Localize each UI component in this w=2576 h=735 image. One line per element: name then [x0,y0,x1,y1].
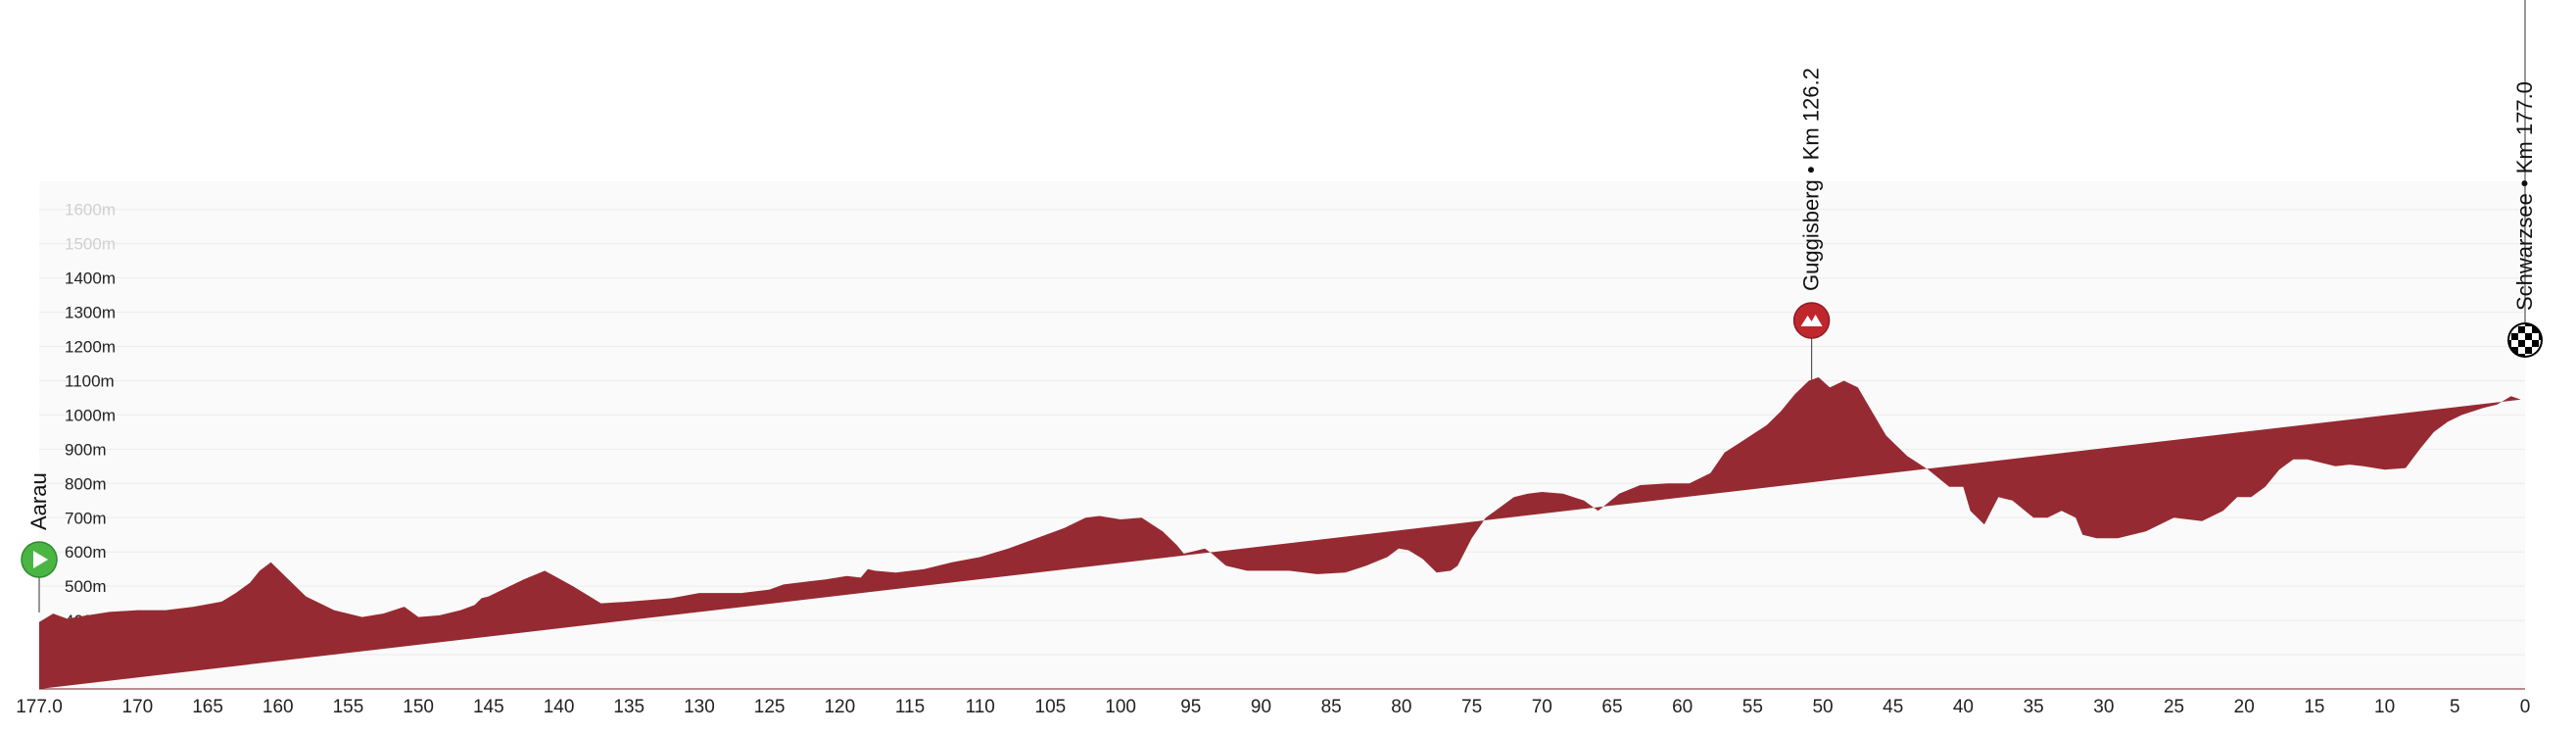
x-tick-label: 80 [1391,697,1411,717]
elevation-area [39,377,2521,689]
x-tick-label: 120 [824,697,855,717]
play-triangle [33,551,48,568]
checker-square [2518,324,2525,326]
x-tick-label: 0 [2520,697,2531,717]
x-tick-label: 40 [1953,697,1974,717]
y-tick-label: 700m [65,509,107,527]
checker-square [2532,333,2539,340]
x-tick-label: 5 [2450,697,2460,717]
x-tick-label: 45 [1883,697,1903,717]
x-tick-label: 160 [262,697,294,717]
x-axis-tick-labels: 177.0 170 165 160 155 150 145 140 135 130 125 120 11… [16,697,2530,717]
x-tick-label: 140 [544,697,575,717]
x-tick-label: 25 [2164,697,2184,717]
x-tick-label: 55 [1742,697,1763,717]
marker-finish: Schwarzsee • Km 177.0 [2507,0,2543,358]
checker-square [2518,333,2525,340]
y-tick-label: 1500m [65,235,116,254]
y-tick-label: 1200m [65,338,116,357]
checker-square [2539,354,2541,356]
x-tick-label: 90 [1251,697,1271,717]
checker-square [2518,347,2525,354]
x-tick-label: 155 [333,697,364,717]
x-tick-label: 65 [1601,697,1622,717]
route-markers: Aarau Guggisberg • Km 126.2 Schwarzsee • K… [21,0,2543,612]
x-tick-label: 125 [754,697,786,717]
x-tick-label: 105 [1035,697,1067,717]
x-tick-label: 95 [1180,697,1201,717]
checker-square [2525,340,2532,347]
x-tick-label: 75 [1461,697,1482,717]
x-tick-label: 35 [2024,697,2044,717]
checker-square [2509,333,2511,340]
y-tick-label: 500m [65,577,107,596]
checker-square [2532,347,2539,354]
x-tick-label: 100 [1105,697,1136,717]
x-tick-label: 110 [966,697,995,717]
marker-label: Guggisberg • Km 126.2 [1799,68,1824,291]
checker-square [2525,354,2532,356]
x-tick-label: 60 [1672,697,1693,717]
x-tick-label: 70 [1532,697,1552,717]
y-tick-label: 800m [65,474,107,493]
y-tick-label: 600m [65,543,107,562]
marker-label: Aarau [26,472,51,530]
marker-climb: Guggisberg • Km 126.2 [1792,68,1831,380]
x-tick-label: 145 [473,697,504,717]
gridlines [39,209,2525,656]
y-tick-label: 900m [65,440,107,459]
x-tick-label: 85 [1321,697,1342,717]
mountain-glyph [1800,315,1823,326]
x-tick-label: 130 [684,697,715,717]
checker-square [2525,326,2532,333]
y-tick-label: 1600m [65,201,116,220]
x-tick-label: 10 [2374,697,2395,717]
checker-square [2511,326,2518,333]
x-tick-label: 165 [192,697,223,717]
x-tick-label: 20 [2234,697,2255,717]
marker-label: Schwarzsee • Km 177.0 [2512,81,2537,311]
y-tick-label: 1000m [65,406,116,424]
x-tick-label: 50 [1812,697,1833,717]
x-tick-label: 15 [2304,697,2324,717]
x-tick-label: 135 [613,697,644,717]
checker-square [2539,340,2541,347]
y-tick-label: 1300m [65,304,116,322]
x-tick-label: 170 [122,697,154,717]
x-tick-label: 115 [895,697,925,717]
plot-background [39,181,2525,689]
checker-square [2511,340,2518,347]
y-tick-label: 1100m [65,371,115,390]
x-tick-label: 150 [403,697,434,717]
x-tick-label: 177.0 [16,697,63,717]
marker-start: Aarau [21,472,58,612]
mountain-icon [1792,302,1831,339]
x-tick-label: 30 [2093,697,2114,717]
y-tick-label: 1400m [65,270,116,288]
